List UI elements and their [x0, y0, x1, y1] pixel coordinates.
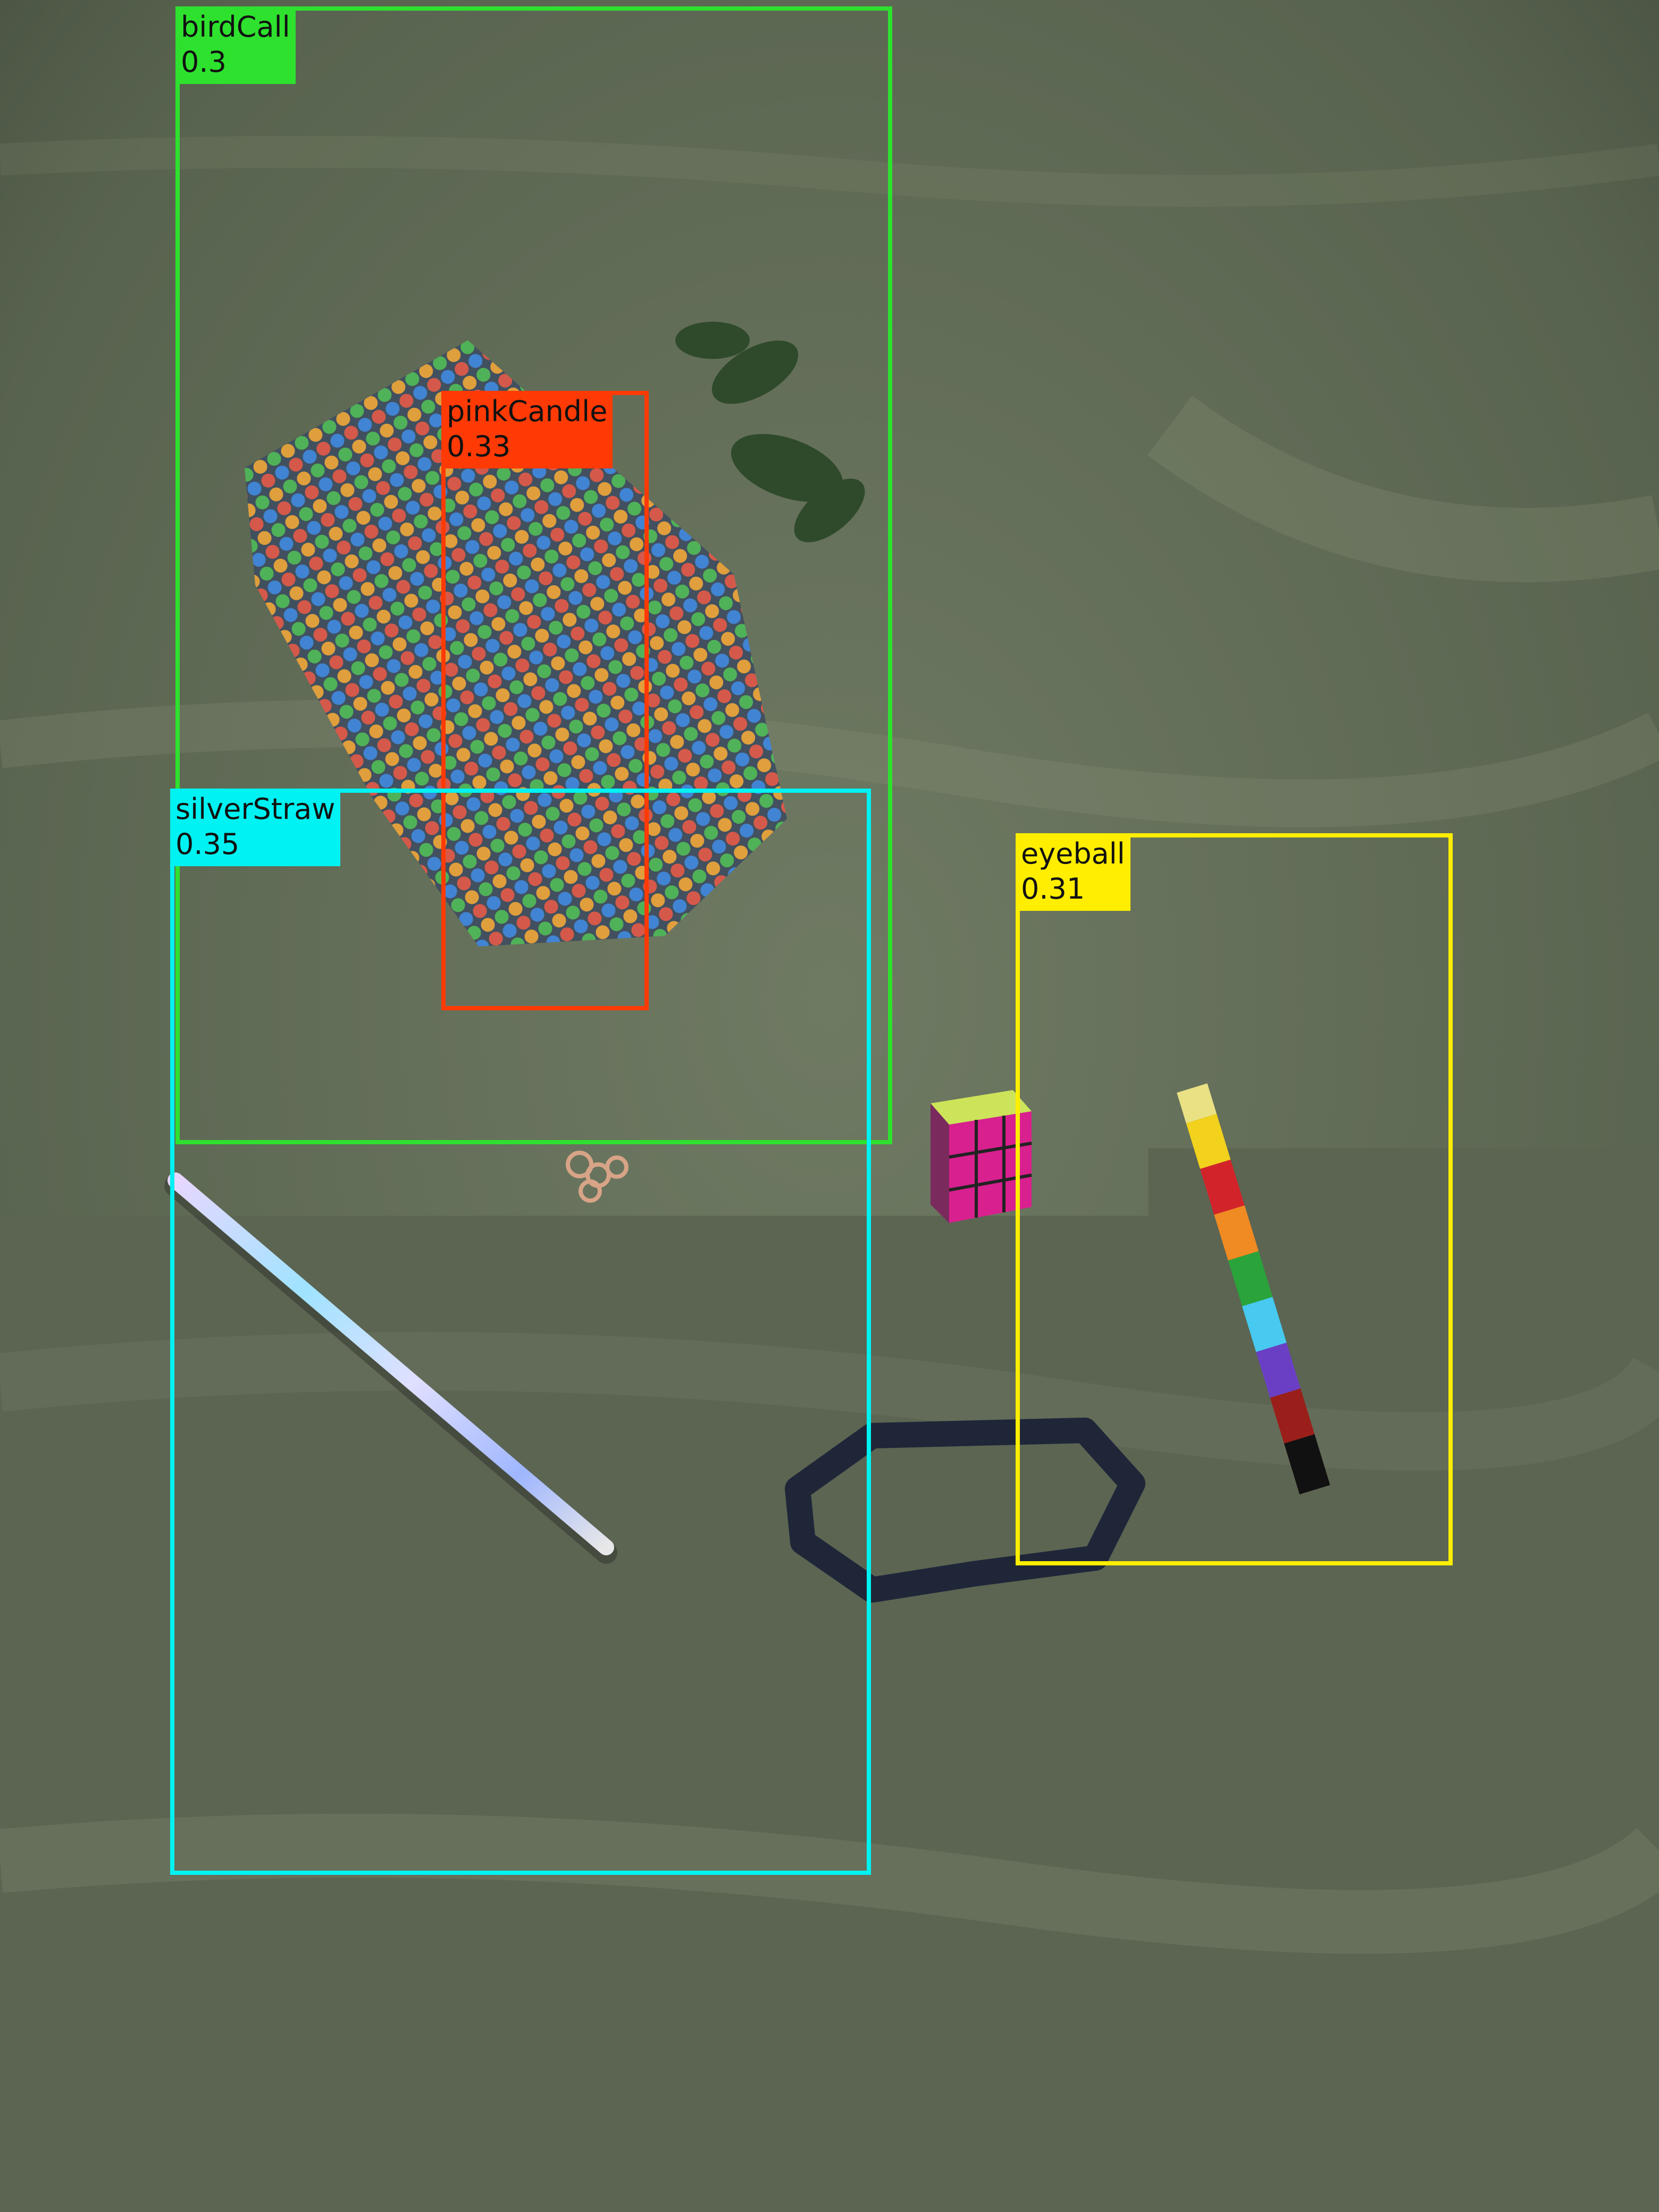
detection-score: 0.3 — [181, 45, 290, 80]
detection-score: 0.31 — [1021, 872, 1125, 907]
detection-class: birdCall — [181, 10, 290, 45]
detection-label-eyeball: eyeball 0.31 — [1016, 833, 1130, 911]
detection-label-pinkcandle: pinkCandle 0.33 — [441, 391, 613, 468]
detection-box-eyeball[interactable]: eyeball 0.31 — [1016, 833, 1453, 1565]
detection-score: 0.33 — [447, 429, 607, 464]
detection-score: 0.35 — [175, 827, 335, 862]
detection-class: eyeball — [1021, 836, 1125, 872]
detection-box-silverstraw[interactable]: silverStraw 0.35 — [170, 789, 871, 1875]
detection-label-silverstraw: silverStraw 0.35 — [170, 789, 340, 866]
detection-label-birdcall: birdCall 0.3 — [175, 6, 296, 84]
detection-class: silverStraw — [175, 792, 335, 827]
detection-class: pinkCandle — [447, 394, 607, 429]
